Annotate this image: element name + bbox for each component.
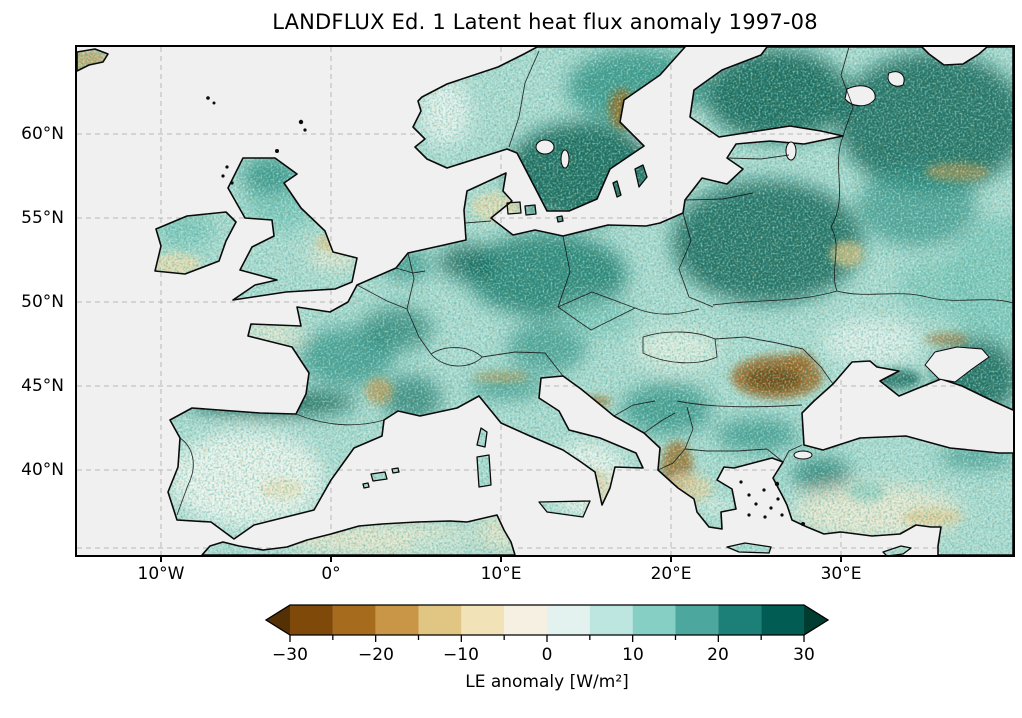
- colorbar: [262, 602, 832, 650]
- axis-tick: [160, 556, 162, 562]
- colorbar-tick-label: 20: [707, 645, 729, 665]
- lon-tick-label: 0°: [321, 564, 341, 584]
- colorbar-ticks: [289, 635, 805, 642]
- lat-tick-label: 45°N: [21, 376, 64, 396]
- colorbar-arrow-left: [266, 605, 290, 635]
- colorbar-segment: [332, 605, 376, 635]
- colorbar-segment: [718, 605, 762, 635]
- axis-tick: [840, 556, 842, 562]
- colorbar-segment: [547, 605, 590, 635]
- lon-tick-label: 10°E: [480, 564, 522, 584]
- colorbar-tick-label: −10: [443, 645, 479, 665]
- colorbar-tick-label: 0: [541, 645, 553, 665]
- colorbar-tick-label: −20: [358, 645, 394, 665]
- lon-tick-label: 30°E: [820, 564, 862, 584]
- colorbar-label: LE anomaly [W/m²]: [465, 672, 629, 692]
- colorbar-segment: [461, 605, 505, 635]
- lat-tick-label: 50°N: [21, 292, 64, 312]
- lat-tick-label: 60°N: [21, 124, 64, 144]
- figure-title: LANDFLUX Ed. 1 Latent heat flux anomaly …: [272, 10, 818, 34]
- colorbar-segments: [266, 605, 828, 635]
- colorbar-segment: [675, 605, 719, 635]
- colorbar-tick-label: −30: [272, 645, 308, 665]
- lon-tick-label: 20°E: [650, 564, 692, 584]
- colorbar-segment: [632, 605, 676, 635]
- lat-tick-label: 55°N: [21, 208, 64, 228]
- lat-tick-label: 40°N: [21, 460, 64, 480]
- axis-tick: [670, 556, 672, 562]
- small-islands-layer: [206, 96, 805, 526]
- colorbar-segment: [589, 605, 633, 635]
- colorbar-segment: [504, 605, 548, 635]
- colorbar-tick-label: 30: [793, 645, 815, 665]
- colorbar-segment: [418, 605, 462, 635]
- colorbar-segment: [761, 605, 805, 635]
- axis-tick: [500, 556, 502, 562]
- colorbar-segment: [375, 605, 419, 635]
- colorbar-segment: [290, 605, 333, 635]
- lakes-layer: [535, 71, 990, 460]
- map-plot: [75, 45, 1015, 557]
- colorbar-arrow-right: [804, 605, 828, 635]
- country-borders-layer: [176, 47, 1013, 516]
- colorbar-tick-label: 10: [622, 645, 644, 665]
- axis-tick: [330, 556, 332, 562]
- lon-tick-label: 10°W: [137, 564, 185, 584]
- map-canvas: [77, 47, 1013, 555]
